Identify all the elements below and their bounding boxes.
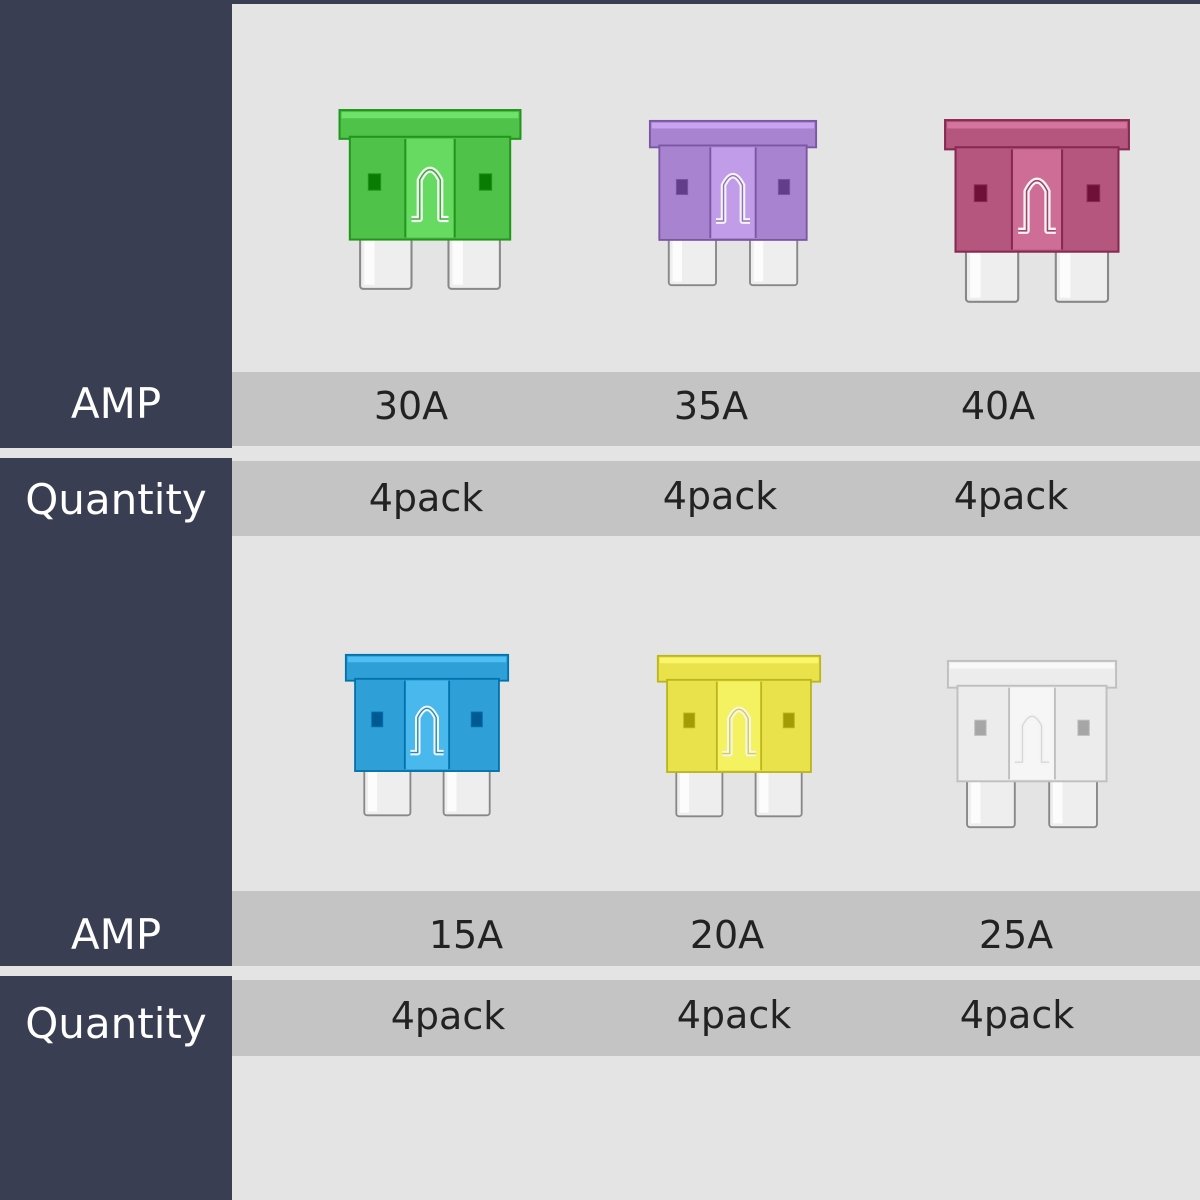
fuse-image-15a xyxy=(344,653,510,817)
fuse-image-40a xyxy=(944,119,1130,303)
quantity-value: 4pack xyxy=(953,474,1069,518)
sidebar xyxy=(0,0,232,1200)
fuse-image-30a xyxy=(338,109,522,290)
amp-value: 25A xyxy=(978,913,1054,957)
amp-value: 35A xyxy=(673,384,749,428)
amp-label: AMP xyxy=(70,910,162,959)
fuse-image-35a xyxy=(648,119,818,287)
quantity-value: 4pack xyxy=(959,993,1075,1037)
amp-band xyxy=(232,372,1200,446)
amp-value: 30A xyxy=(373,384,449,428)
quantity-value: 4pack xyxy=(676,993,792,1037)
sidebar-divider xyxy=(0,448,232,458)
fuse-image-20a xyxy=(656,654,822,818)
quantity-value: 4pack xyxy=(390,994,506,1038)
amp-value: 15A xyxy=(428,913,504,957)
quantity-band xyxy=(232,980,1200,1056)
quantity-value: 4pack xyxy=(368,476,484,520)
quantity-label: Quantity xyxy=(25,475,207,524)
amp-value: 40A xyxy=(960,384,1036,428)
fuse-image-25a xyxy=(946,659,1118,829)
amp-label: AMP xyxy=(70,379,162,428)
amp-value: 20A xyxy=(689,913,765,957)
amp-band xyxy=(232,891,1200,966)
quantity-band xyxy=(232,461,1200,536)
top-border xyxy=(232,0,1200,4)
sidebar-divider xyxy=(0,966,232,976)
quantity-value: 4pack xyxy=(662,474,778,518)
quantity-label: Quantity xyxy=(25,999,207,1048)
